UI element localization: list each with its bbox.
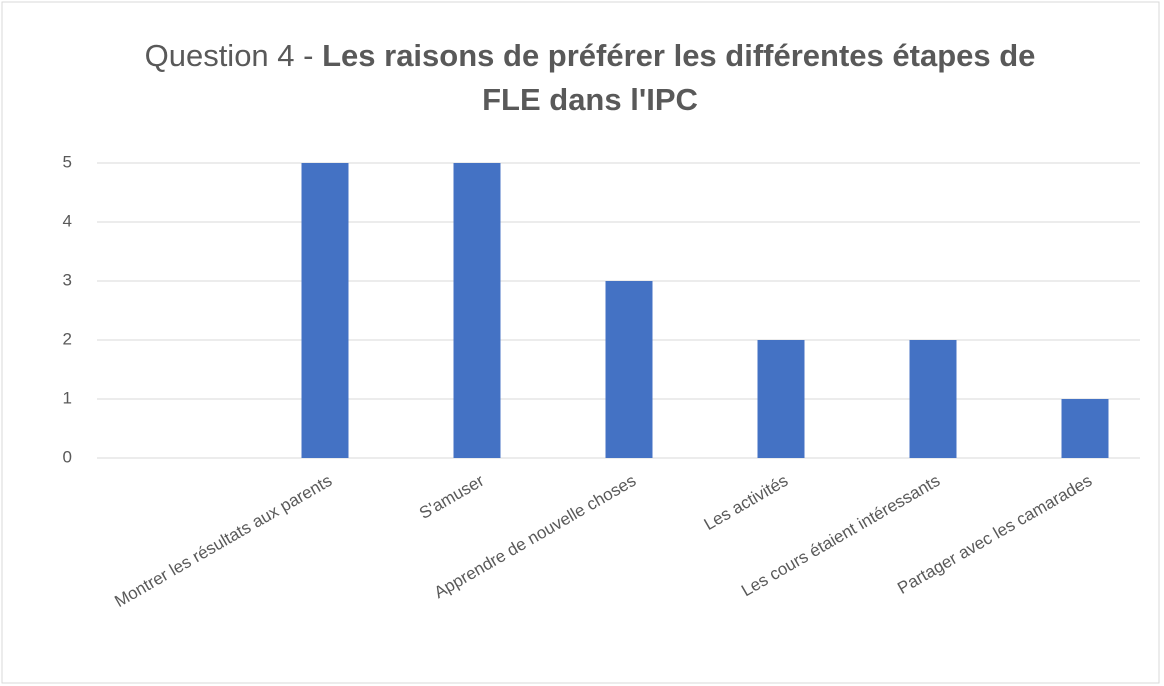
y-tick-label: 0 <box>63 447 72 466</box>
title-prefix: Question 4 - <box>144 38 314 73</box>
y-tick-label: 2 <box>63 329 72 348</box>
bar <box>909 340 957 458</box>
chart-title: Question 4 - Les raisons de préférer les… <box>140 34 1040 122</box>
bar <box>453 163 501 458</box>
bar <box>605 281 653 458</box>
bar <box>757 340 805 458</box>
bar <box>301 163 349 458</box>
y-tick-label: 3 <box>63 270 72 289</box>
y-tick-label: 1 <box>63 388 72 407</box>
y-tick-label: 5 <box>63 152 72 171</box>
bar <box>1061 399 1109 458</box>
title-main: Les raisons de préférer les différentes … <box>322 38 1036 117</box>
y-tick-label: 4 <box>63 211 72 230</box>
